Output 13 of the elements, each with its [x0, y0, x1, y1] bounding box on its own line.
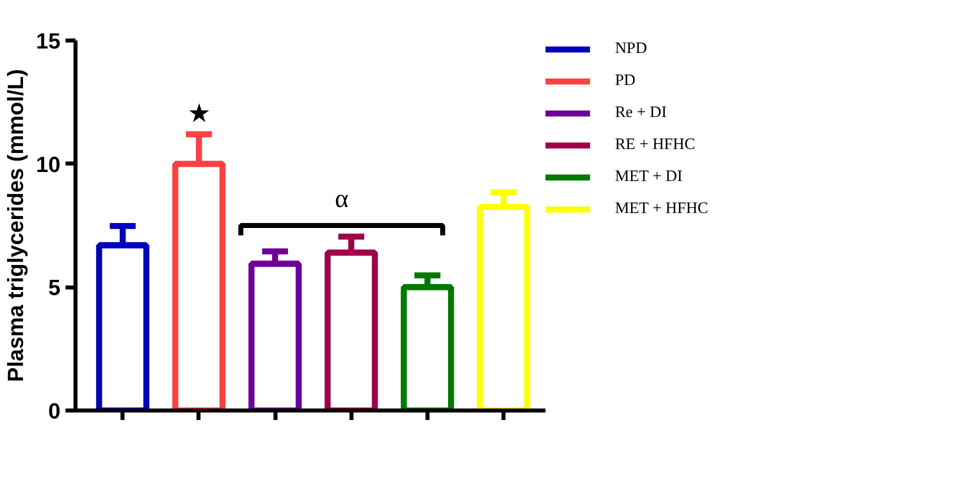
- y-tick-label: 15: [36, 28, 61, 54]
- legend-label: RE + HFHC: [615, 136, 696, 154]
- annotation: ★: [187, 99, 210, 128]
- y-tick-label: 10: [36, 152, 61, 177]
- legend-label: Re + DI: [615, 104, 667, 122]
- y-tick-label: 5: [48, 275, 61, 300]
- y-axis-title: Plasma triglycerides (mmol/L): [3, 69, 28, 382]
- annotation: α: [334, 184, 349, 214]
- legend-label: NPD: [615, 40, 648, 58]
- legend-label: PD: [615, 72, 636, 90]
- y-tick-label: 0: [48, 398, 61, 424]
- legend-label: MET + DI: [615, 168, 682, 186]
- legend-label: MET + HFHC: [615, 200, 708, 218]
